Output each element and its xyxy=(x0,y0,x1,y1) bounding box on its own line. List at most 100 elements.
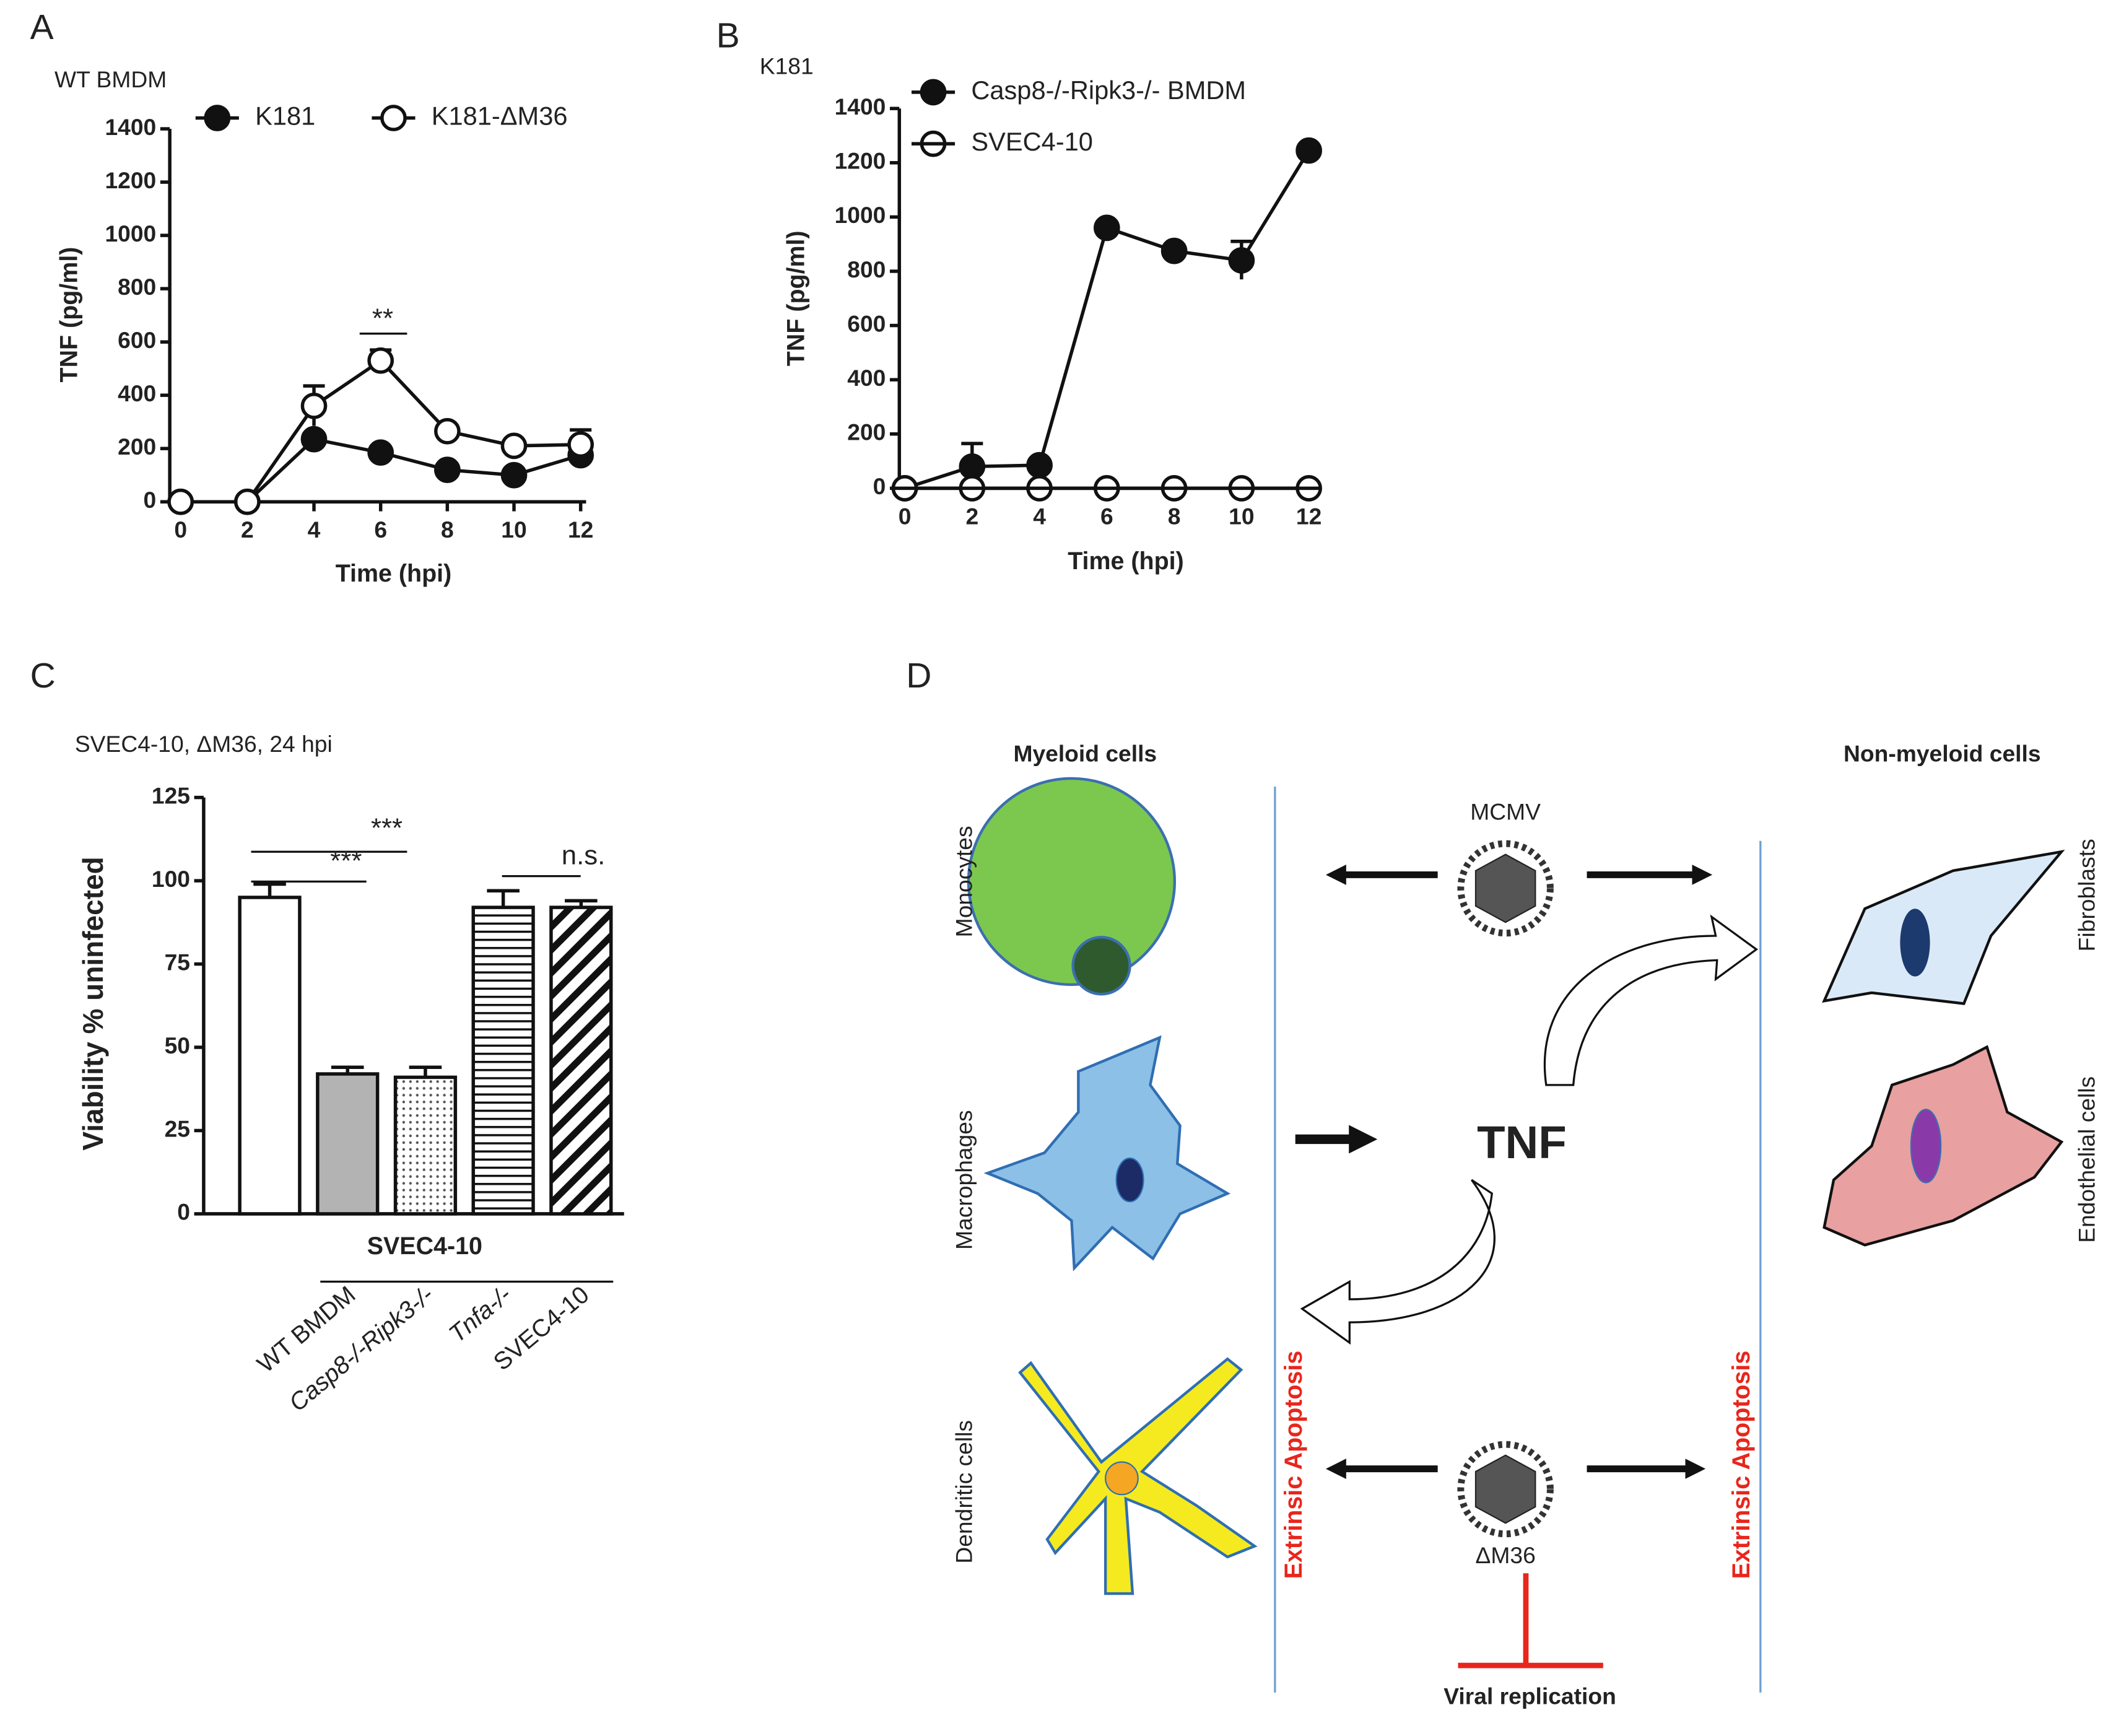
data-point xyxy=(300,393,328,419)
data-point xyxy=(1295,137,1322,164)
curved-arrow xyxy=(1300,1179,1496,1345)
cell-label: Dendritic cells xyxy=(951,1420,977,1564)
data-point xyxy=(1228,247,1255,274)
x-tick-label: 8 xyxy=(1168,503,1181,529)
nucleus xyxy=(1105,1461,1139,1496)
y-tick-label: 1400 xyxy=(105,114,156,140)
x-axis-title: Time (hpi) xyxy=(336,560,452,587)
y-axis-title: TNF (pg/ml) xyxy=(782,230,809,366)
x-tick-label: Casp8-/-Ripk3-/- xyxy=(284,1281,438,1417)
data-point xyxy=(204,105,231,131)
data-point xyxy=(433,456,461,483)
x-tick-label: 10 xyxy=(1229,503,1254,529)
y-tick-label: 1000 xyxy=(105,220,156,246)
bar xyxy=(549,905,613,1216)
header: Non-myeloid cells xyxy=(1844,741,2041,767)
x-axis-title: Time (hpi) xyxy=(1068,547,1184,575)
y-axis-title: TNF (pg/ml) xyxy=(56,247,83,383)
subtitle: K181 xyxy=(760,53,814,79)
data-point xyxy=(380,105,407,131)
x-tick-label: 10 xyxy=(501,517,526,543)
x-tick-label: 6 xyxy=(1100,503,1113,529)
cell-label: Monocytes xyxy=(951,826,977,937)
y-tick-label: 200 xyxy=(118,434,156,460)
annotation: *** xyxy=(371,813,403,844)
cell-label: Fibroblasts xyxy=(2074,839,2100,951)
fibroblast xyxy=(1822,850,2065,1005)
y-tick-label: 800 xyxy=(118,274,156,300)
data-point xyxy=(433,417,461,445)
y-tick-label: 50 xyxy=(165,1032,190,1058)
diagram: D Myeloid cells Non-myeloid cells Monocy… xyxy=(906,656,2099,1709)
y-tick-label: 400 xyxy=(847,365,886,391)
apoptosis-label: Extrinsic Apoptosis xyxy=(1728,1351,1755,1579)
panel-letter: A xyxy=(30,7,54,47)
y-tick-label: 1200 xyxy=(835,148,886,174)
panel-letter: D xyxy=(906,656,931,696)
data-point xyxy=(167,488,194,515)
x-tick-label: 0 xyxy=(174,517,187,543)
annotation: ** xyxy=(372,303,393,333)
error-bar xyxy=(253,882,286,897)
y-tick-label: 1000 xyxy=(835,202,886,228)
x-tick-label: 4 xyxy=(1033,503,1046,529)
x-axis-title: SVEC4-10 xyxy=(367,1232,482,1260)
data-point xyxy=(300,425,328,453)
data-point xyxy=(567,431,594,458)
y-tick-label: 0 xyxy=(177,1199,190,1225)
data-point xyxy=(233,488,261,515)
x-tick-label: 4 xyxy=(308,517,321,543)
bar xyxy=(393,1075,458,1216)
legend-label: Casp8-/-Ripk3-/- BMDM xyxy=(971,76,1246,105)
y-axis-title: Viability % uninfected xyxy=(77,857,109,1150)
x-tick-label: 8 xyxy=(441,517,454,543)
curved-arrow xyxy=(1543,914,1759,1086)
y-tick-label: 25 xyxy=(165,1115,190,1141)
bar xyxy=(316,1072,380,1216)
x-tick-label: 2 xyxy=(241,517,254,543)
apoptosis-label: Extrinsic Apoptosis xyxy=(1280,1351,1307,1579)
x-tick-label: 6 xyxy=(374,517,387,543)
legend-label: K181 xyxy=(255,102,315,131)
virus-label: ΔM36 xyxy=(1476,1542,1536,1568)
endothelial-cell xyxy=(1822,1045,2064,1247)
inhibition xyxy=(1458,1573,1603,1668)
virus xyxy=(1457,840,1554,937)
data-point xyxy=(1093,214,1120,242)
bar xyxy=(471,905,535,1216)
data-point xyxy=(500,432,528,460)
y-tick-label: 75 xyxy=(165,949,190,975)
series-line xyxy=(904,149,1310,490)
data-point xyxy=(1160,237,1188,264)
data-point xyxy=(500,461,528,489)
inhibited-label: Viral replication xyxy=(1443,1683,1616,1709)
header: Myeloid cells xyxy=(1013,741,1157,767)
y-tick-label: 1200 xyxy=(105,167,156,193)
x-tick-label: 12 xyxy=(568,517,593,543)
y-tick-label: 0 xyxy=(144,487,157,513)
data-point xyxy=(1026,451,1053,479)
nucleus xyxy=(1071,935,1131,996)
x-tick-label: 0 xyxy=(899,503,912,529)
data-point xyxy=(367,347,394,374)
macrophage xyxy=(983,1035,1231,1271)
y-tick-label: 1400 xyxy=(835,94,886,120)
y-tick-label: 400 xyxy=(118,380,156,406)
nucleus xyxy=(1115,1158,1144,1203)
virus-label: MCMV xyxy=(1470,799,1541,825)
cell-label: Macrophages xyxy=(951,1110,977,1250)
bar xyxy=(238,896,302,1216)
y-tick-label: 800 xyxy=(847,256,886,282)
tnf-label: TNF xyxy=(1477,1117,1567,1168)
panel-letter: C xyxy=(30,656,56,696)
error-bar xyxy=(487,889,520,908)
nucleus xyxy=(1900,909,1930,977)
virus xyxy=(1457,1441,1554,1538)
x-tick-label: 2 xyxy=(965,503,978,529)
y-tick-label: 125 xyxy=(152,782,190,808)
y-tick-label: 100 xyxy=(152,866,190,892)
annotation: n.s. xyxy=(562,840,606,871)
monocyte xyxy=(967,777,1177,987)
subtitle: WT BMDM xyxy=(54,66,167,92)
